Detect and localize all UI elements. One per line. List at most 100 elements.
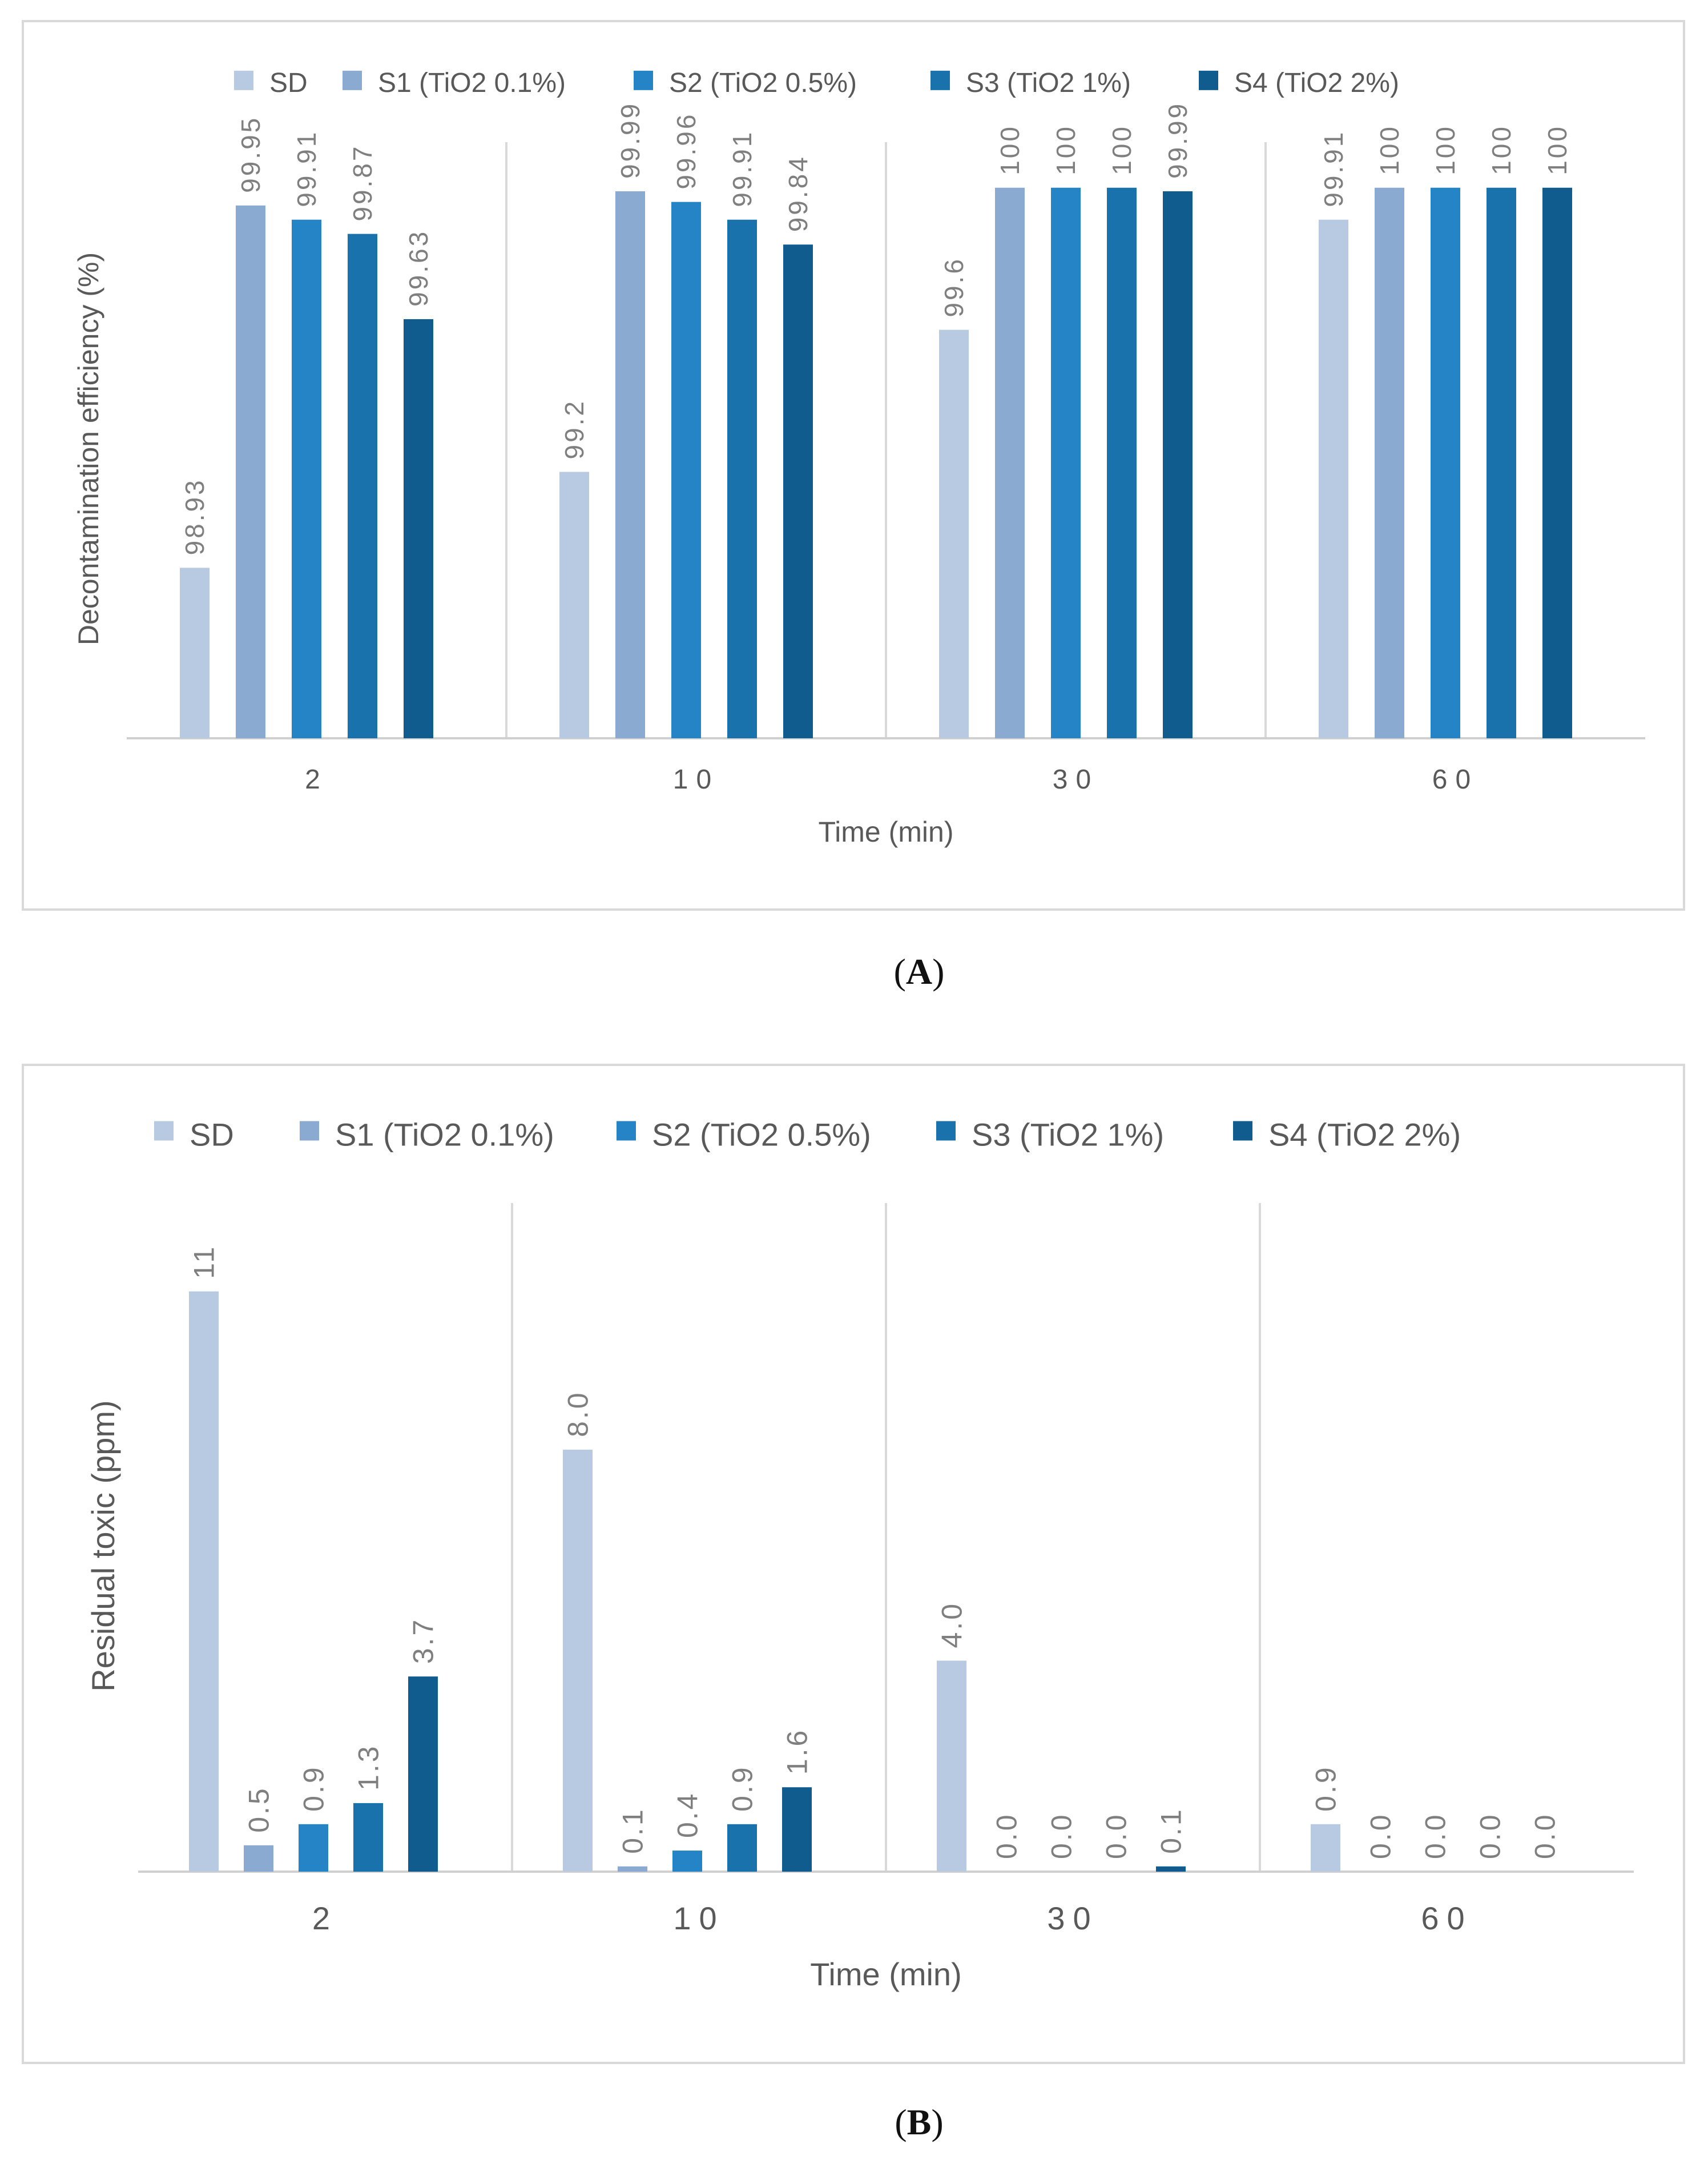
data-label: 8.0 <box>562 1390 594 1437</box>
data-label: 100 <box>1107 124 1137 175</box>
bar-4-2 <box>348 234 377 738</box>
legend-swatch-5 <box>1233 1121 1252 1141</box>
data-label: 100 <box>1051 124 1081 175</box>
bar-3-10 <box>671 202 701 739</box>
bar-5-2 <box>404 319 433 738</box>
bar-2-2 <box>236 205 265 738</box>
bar-5-30 <box>1156 1866 1186 1872</box>
x-tick-label: 60 <box>1421 1900 1472 1936</box>
bar-1-60 <box>1311 1824 1340 1872</box>
bar-5-2 <box>408 1676 438 1872</box>
data-label: 0.0 <box>1420 1812 1452 1859</box>
bar-1-30 <box>937 1660 966 1872</box>
legend-label-4: S3 (TiO2 1%) <box>966 68 1131 98</box>
x-tick-label: 2 <box>312 1900 338 1936</box>
legend-label-4: S3 (TiO2 1%) <box>972 1117 1164 1153</box>
legend-swatch-2 <box>300 1121 319 1141</box>
legend-label-2: S1 (TiO2 0.1%) <box>378 68 566 98</box>
caption-b-letter: B <box>907 2102 932 2142</box>
legend-label-3: S2 (TiO2 0.5%) <box>652 1117 871 1153</box>
x-tick-label: 30 <box>1053 765 1099 795</box>
bar-2-10 <box>618 1866 647 1872</box>
data-label: 0.0 <box>1101 1812 1133 1859</box>
legend-label-2: S1 (TiO2 0.1%) <box>335 1117 554 1153</box>
data-label: 0.9 <box>298 1765 330 1812</box>
bar-3-60 <box>1431 187 1460 739</box>
chart-b-svg: SD S1 (TiO2 0.1%) S2 (TiO2 0.5%) S3 (TiO2 1… <box>85 1117 1634 1992</box>
bar-1-2 <box>180 568 210 738</box>
legend-label-1: SD <box>190 1117 234 1153</box>
caption-b: (B) <box>895 2102 944 2142</box>
bar-5-60 <box>1542 187 1572 739</box>
legend-label-3: S2 (TiO2 0.5%) <box>669 68 857 98</box>
bar-4-10 <box>727 1824 757 1872</box>
legend-swatch-4 <box>936 1121 956 1141</box>
x-tick-label: 60 <box>1432 765 1479 795</box>
data-label: 3.7 <box>408 1618 440 1664</box>
legend-swatch-1 <box>234 70 253 90</box>
legend-label-5: S4 (TiO2 2%) <box>1268 1117 1461 1153</box>
data-label: 4.0 <box>936 1602 968 1648</box>
data-label: 0.4 <box>672 1792 704 1839</box>
bar-3-30 <box>1051 187 1081 739</box>
bar-5-10 <box>782 1787 812 1872</box>
legend-swatch-5 <box>1199 70 1218 90</box>
data-label: 0.0 <box>1475 1812 1506 1859</box>
x-tick-label: 30 <box>1047 1900 1098 1936</box>
data-label: 99.96 <box>671 112 701 190</box>
bar-1-60 <box>1319 219 1348 738</box>
legend-label-5: S4 (TiO2 2%) <box>1234 68 1399 98</box>
bar-1-10 <box>559 472 589 738</box>
chart-panel-b: SD S1 (TiO2 0.1%) S2 (TiO2 0.5%) S3 (TiO2 1… <box>22 1064 1685 2064</box>
data-label: 100 <box>1542 124 1572 175</box>
data-label: 99.2 <box>559 399 589 460</box>
y-axis-title: Decontamination efficiency (%) <box>72 252 104 645</box>
data-label: 98.93 <box>180 478 210 555</box>
data-label: 99.95 <box>236 116 265 193</box>
data-label: 100 <box>1431 124 1460 175</box>
data-label: 99.6 <box>939 257 969 317</box>
data-label: 0.1 <box>1155 1807 1187 1854</box>
bar-2-10 <box>615 191 645 738</box>
legend-swatch-1 <box>154 1121 174 1141</box>
bar-2-2 <box>244 1845 273 1872</box>
bar-3-2 <box>299 1824 328 1872</box>
data-label: 99.87 <box>348 144 377 222</box>
bar-2-30 <box>995 187 1025 739</box>
x-tick-label: 10 <box>673 1900 724 1936</box>
data-label: 100 <box>995 124 1025 175</box>
bar-3-10 <box>672 1851 702 1872</box>
data-label: 100 <box>1487 124 1516 175</box>
data-label: 11 <box>188 1245 220 1279</box>
bar-4-60 <box>1487 187 1516 739</box>
data-label: 1.3 <box>353 1744 385 1791</box>
bar-1-30 <box>939 329 969 738</box>
caption-a: (A) <box>893 951 945 992</box>
data-label: 1.6 <box>782 1728 813 1775</box>
bar-5-10 <box>783 244 813 738</box>
legend-swatch-4 <box>930 70 950 90</box>
legend-swatch-3 <box>617 1121 636 1141</box>
bar-3-2 <box>292 219 321 738</box>
data-label: 99.84 <box>783 155 813 232</box>
data-label: 99.91 <box>292 130 321 207</box>
x-tick-label: 2 <box>305 765 328 795</box>
bar-2-60 <box>1375 187 1404 739</box>
x-tick-label: 10 <box>673 765 719 795</box>
bar-4-10 <box>727 219 757 738</box>
data-label: 0.0 <box>991 1812 1023 1859</box>
data-label: 0.5 <box>243 1786 275 1833</box>
legend-label-1: SD <box>269 68 308 98</box>
bar-4-2 <box>353 1803 383 1872</box>
chart-a-svg: SD S1 (TiO2 0.1%) S2 (TiO2 0.5%) S3 (TiO2 1… <box>72 68 1645 848</box>
data-label: 99.99 <box>1163 102 1193 179</box>
data-label: 0.0 <box>1365 1812 1397 1859</box>
data-label: 0.0 <box>1046 1812 1078 1859</box>
caption-a-letter: A <box>905 951 933 992</box>
data-label: 0.1 <box>617 1807 649 1854</box>
x-axis-title: Time (min) <box>810 1956 961 1992</box>
data-label: 100 <box>1375 124 1404 175</box>
chart-panel-a: SD S1 (TiO2 0.1%) S2 (TiO2 0.5%) S3 (TiO2 1… <box>22 20 1685 911</box>
bar-4-30 <box>1107 187 1137 739</box>
legend-swatch-3 <box>634 70 653 90</box>
